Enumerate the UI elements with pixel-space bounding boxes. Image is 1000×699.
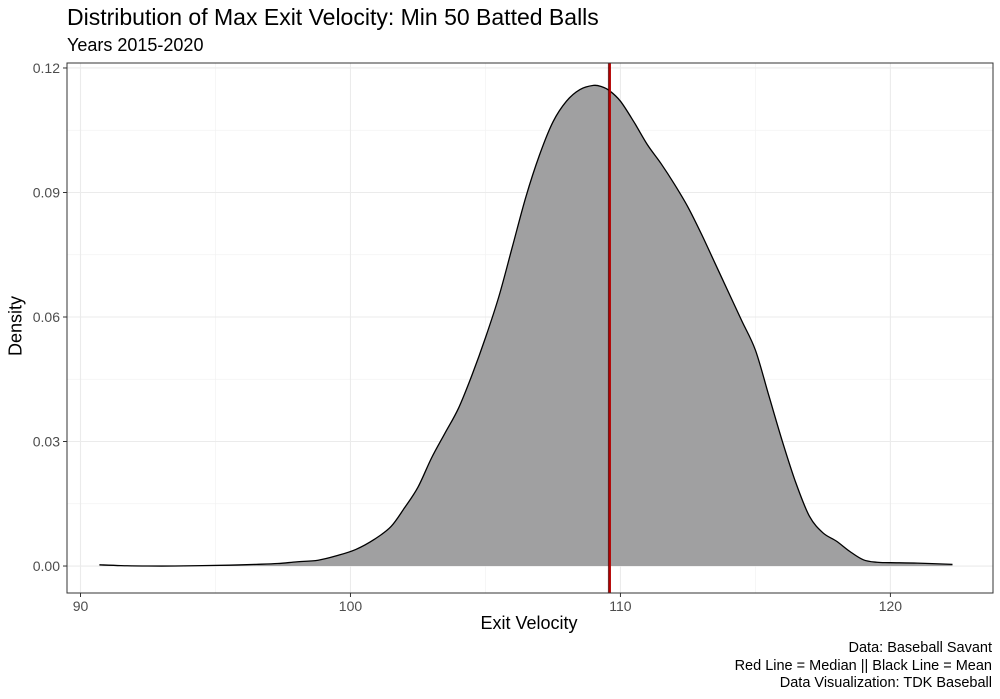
- x-tick-label: 110: [609, 598, 632, 614]
- caption-source: Data: Baseball Savant: [848, 640, 992, 656]
- axis-ticks: 90 100 110 120 0.00 0.03 0.06 0.09 0.12: [33, 60, 903, 614]
- y-tick-label: 0.12: [33, 60, 60, 76]
- density-curve: [99, 84, 953, 567]
- y-tick-label: 0.03: [33, 434, 60, 450]
- x-axis-label: Exit Velocity: [480, 613, 578, 633]
- chart-caption: Data: Baseball Savant Red Line = Median …: [735, 640, 992, 693]
- chart-subtitle: Years 2015-2020: [67, 35, 204, 55]
- y-tick-label: 0.06: [33, 309, 60, 325]
- density-area: [99, 85, 953, 567]
- x-tick-label: 120: [879, 598, 903, 614]
- y-tick-label: 0.09: [33, 184, 60, 200]
- chart-title: Distribution of Max Exit Velocity: Min 5…: [67, 4, 599, 30]
- x-tick-label: 100: [339, 598, 363, 614]
- density-marks: [99, 63, 953, 593]
- caption-legend-note: Red Line = Median || Black Line = Mean: [734, 657, 992, 674]
- x-tick-label: 90: [73, 598, 89, 614]
- panel-border: [66, 62, 994, 594]
- y-tick-label: 0.00: [33, 558, 60, 574]
- major-gridlines: [67, 63, 993, 593]
- caption-credit: Data Visualization: TDK Baseball: [779, 675, 992, 691]
